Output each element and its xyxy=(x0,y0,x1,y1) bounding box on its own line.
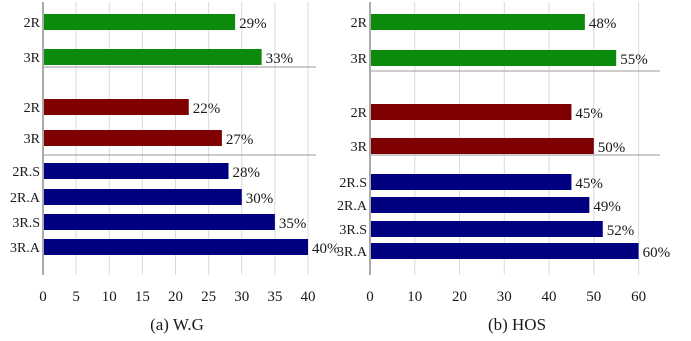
category-label: 3R.S xyxy=(12,216,40,231)
category-label: 3R.A xyxy=(337,245,368,260)
category-label: 2R xyxy=(24,16,41,31)
category-label: 3R xyxy=(351,140,368,155)
bar xyxy=(44,239,308,255)
bar xyxy=(44,99,189,115)
x-tick-label: 60 xyxy=(631,289,646,305)
category-label: 2R.S xyxy=(12,165,40,180)
data-label: 45% xyxy=(575,176,603,192)
category-label: 2R.A xyxy=(10,191,41,206)
bar xyxy=(44,49,262,65)
panel-hos: 0 10 20 30 40 50 60 2R 48% 3R 55% 2R 45% 3R 50% 2R.S 45%… xyxy=(337,2,670,334)
bar xyxy=(44,130,222,146)
category-label: 2R.A xyxy=(337,199,368,214)
bar xyxy=(44,163,229,179)
data-label: 35% xyxy=(279,216,307,232)
x-tick-label: 30 xyxy=(497,289,512,305)
bar xyxy=(44,14,236,30)
data-label: 22% xyxy=(193,101,221,117)
x-tick-label: 20 xyxy=(168,289,183,305)
x-tick-label: 5 xyxy=(72,289,80,305)
bar xyxy=(371,50,617,66)
data-label: 27% xyxy=(226,132,254,148)
data-label: 48% xyxy=(589,16,617,32)
x-tick-label: 40 xyxy=(301,289,316,305)
x-tick-label: 20 xyxy=(452,289,467,305)
x-tick-label: 0 xyxy=(39,289,47,305)
bar xyxy=(44,189,242,205)
data-label: 45% xyxy=(575,106,603,122)
data-label: 30% xyxy=(246,191,274,207)
bar xyxy=(371,138,594,154)
x-tick-label: 10 xyxy=(407,289,422,305)
category-label: 2R xyxy=(24,101,41,116)
bar xyxy=(44,214,275,230)
category-label: 3R xyxy=(24,51,41,66)
panel-wg: 0 5 10 15 20 25 30 35 40 2R 29% 3R 33% 2R 22% 3R 27% 2R.S… xyxy=(10,2,340,334)
data-label: 40% xyxy=(312,241,340,257)
data-label: 49% xyxy=(593,199,621,215)
bar xyxy=(371,243,639,259)
data-label: 29% xyxy=(239,16,267,32)
x-tick-label: 35 xyxy=(267,289,282,305)
bar xyxy=(371,221,603,237)
category-label: 3R.S xyxy=(339,223,367,238)
data-label: 50% xyxy=(598,140,626,156)
bar xyxy=(371,197,590,213)
category-label: 3R xyxy=(24,132,41,147)
category-label: 2R xyxy=(351,106,368,121)
x-tick-label: 10 xyxy=(102,289,117,305)
data-label: 28% xyxy=(233,165,261,181)
bar xyxy=(371,14,585,30)
category-label: 3R xyxy=(351,52,368,67)
subfigure-caption: (a) W.G xyxy=(150,315,204,334)
data-label: 60% xyxy=(643,245,671,261)
bar xyxy=(371,174,572,190)
x-tick-label: 25 xyxy=(201,289,216,305)
x-tick-label: 15 xyxy=(135,289,150,305)
category-label: 3R.A xyxy=(10,241,41,256)
data-label: 33% xyxy=(266,51,294,67)
x-tick-label: 40 xyxy=(542,289,557,305)
x-tick-label: 30 xyxy=(234,289,249,305)
subfigure-caption: (b) HOS xyxy=(488,315,546,334)
category-label: 2R xyxy=(351,16,368,31)
category-label: 2R.S xyxy=(339,176,367,191)
x-tick-label: 0 xyxy=(366,289,374,305)
data-label: 55% xyxy=(620,52,648,68)
x-tick-label: 50 xyxy=(586,289,601,305)
bar xyxy=(371,104,572,120)
data-label: 52% xyxy=(607,223,635,239)
